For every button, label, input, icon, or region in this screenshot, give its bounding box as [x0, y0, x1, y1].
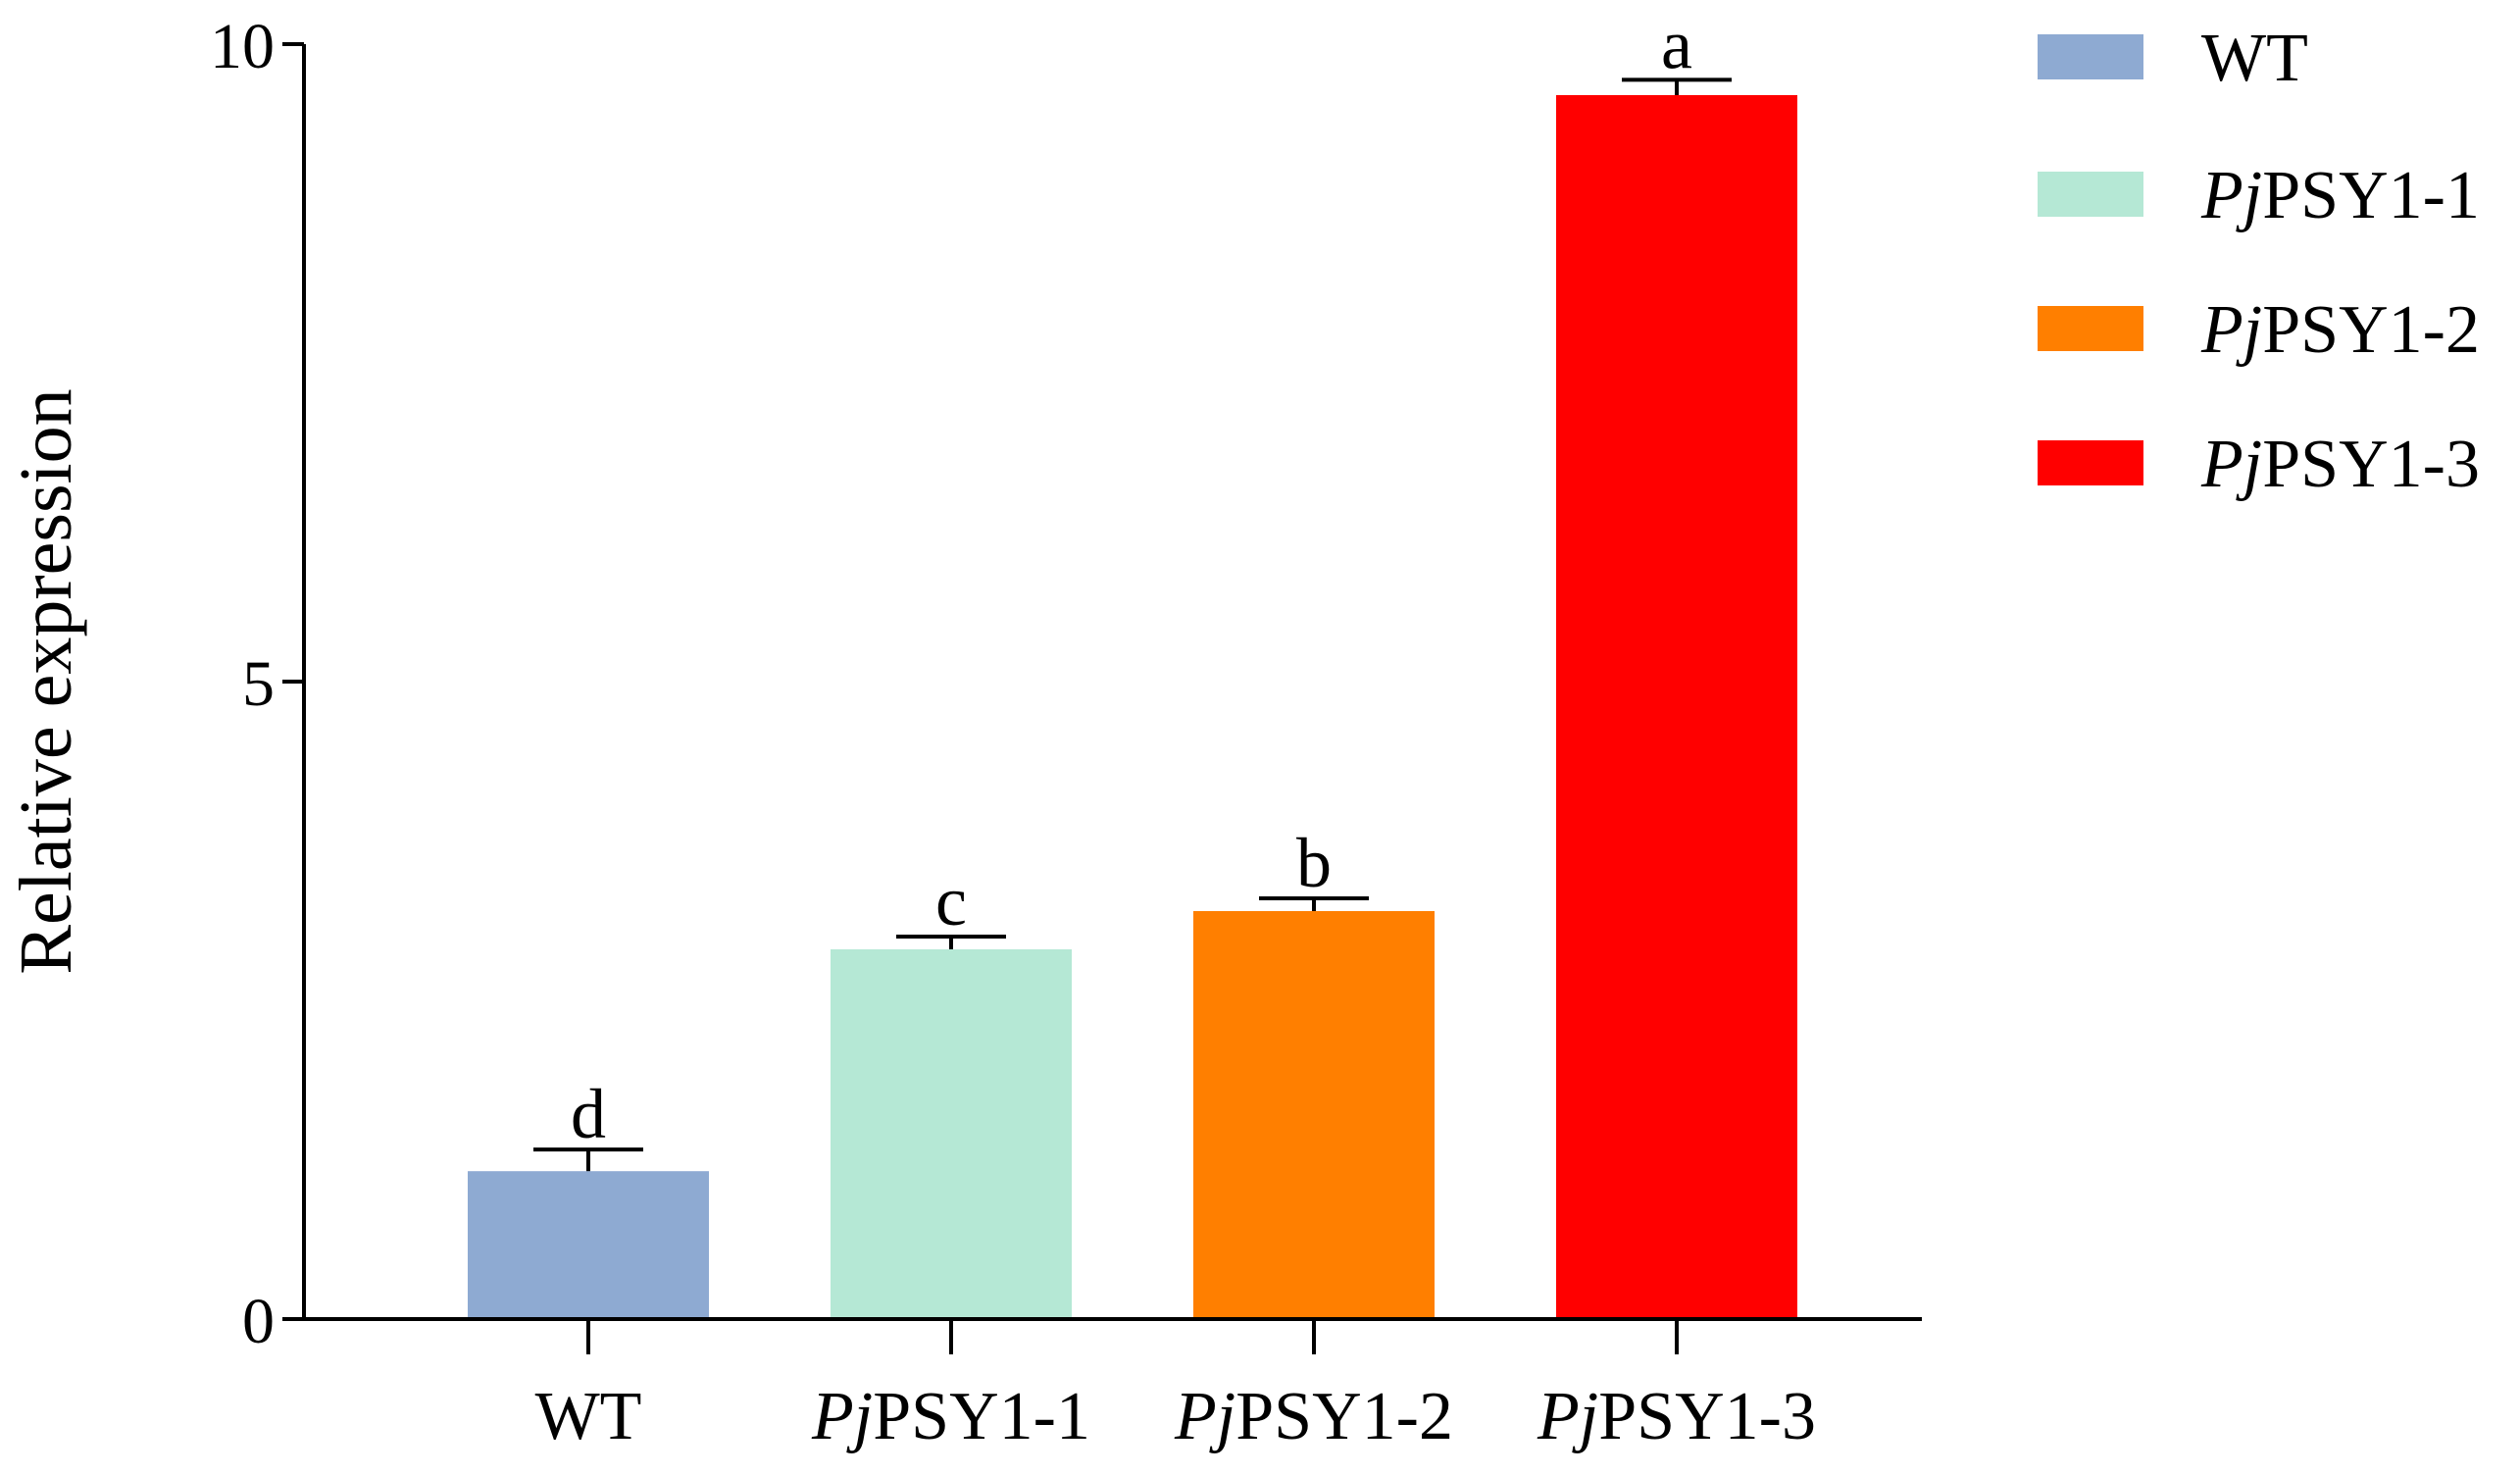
y-tick-label-1: 5 — [242, 648, 275, 720]
legend-label-3: PjPSY1-3 — [2200, 427, 2480, 502]
significance-letter-3: a — [1661, 5, 1692, 83]
legend-label-0-text: WT — [2201, 21, 2308, 96]
legend-item-3: PjPSY1-3 — [2038, 427, 2480, 502]
bar-3 — [1556, 95, 1797, 1319]
x-tick-label-1: PjPSY1-1 — [811, 1379, 1090, 1454]
legend-swatch-3 — [2038, 440, 2143, 485]
legend-item-1: PjPSY1-1 — [2038, 158, 2480, 233]
legend-swatch-0 — [2038, 34, 2143, 79]
bar-1 — [831, 949, 1072, 1319]
x-tick-label-3-italic-prefix: Pj — [1537, 1379, 1598, 1454]
legend-label-1-italic-prefix: Pj — [2200, 158, 2262, 233]
legend-label-2: PjPSY1-2 — [2200, 292, 2480, 368]
bar-2 — [1193, 911, 1435, 1319]
x-tick-label-2-text: PSY1-2 — [1235, 1379, 1453, 1454]
legend-swatch-1 — [2038, 172, 2143, 217]
bar-0 — [468, 1171, 709, 1319]
legend-swatch-2 — [2038, 306, 2143, 351]
legend-item-2: PjPSY1-2 — [2038, 292, 2480, 368]
x-tick-label-1-text: PSY1-1 — [873, 1379, 1090, 1454]
y-tick-label-2: 10 — [210, 11, 275, 82]
x-tick-label-3-text: PSY1-3 — [1598, 1379, 1816, 1454]
legend-label-2-text: PSY1-2 — [2262, 292, 2480, 368]
x-tick-label-2: PjPSY1-2 — [1174, 1379, 1453, 1454]
legend-label-1: PjPSY1-1 — [2200, 158, 2480, 233]
y-axis-title: Relative expression — [5, 388, 87, 974]
significance-letter-0: d — [571, 1075, 606, 1153]
legend-item-0: WT — [2038, 21, 2308, 96]
x-tick-label-2-italic-prefix: Pj — [1174, 1379, 1235, 1454]
legend-label-1-text: PSY1-1 — [2262, 158, 2480, 233]
legend-label-2-italic-prefix: Pj — [2200, 292, 2262, 368]
legend-label-0: WT — [2201, 21, 2308, 96]
x-tick-label-0-text: WT — [535, 1379, 642, 1454]
x-tick-label-1-italic-prefix: Pj — [811, 1379, 873, 1454]
significance-letter-1: c — [935, 862, 967, 941]
x-tick-label-0: WT — [535, 1379, 642, 1454]
x-tick-label-3: PjPSY1-3 — [1537, 1379, 1816, 1454]
legend-label-3-italic-prefix: Pj — [2200, 427, 2262, 502]
significance-letter-2: b — [1296, 824, 1332, 902]
legend-label-3-text: PSY1-3 — [2262, 427, 2480, 502]
y-tick-label-0: 0 — [242, 1286, 275, 1357]
